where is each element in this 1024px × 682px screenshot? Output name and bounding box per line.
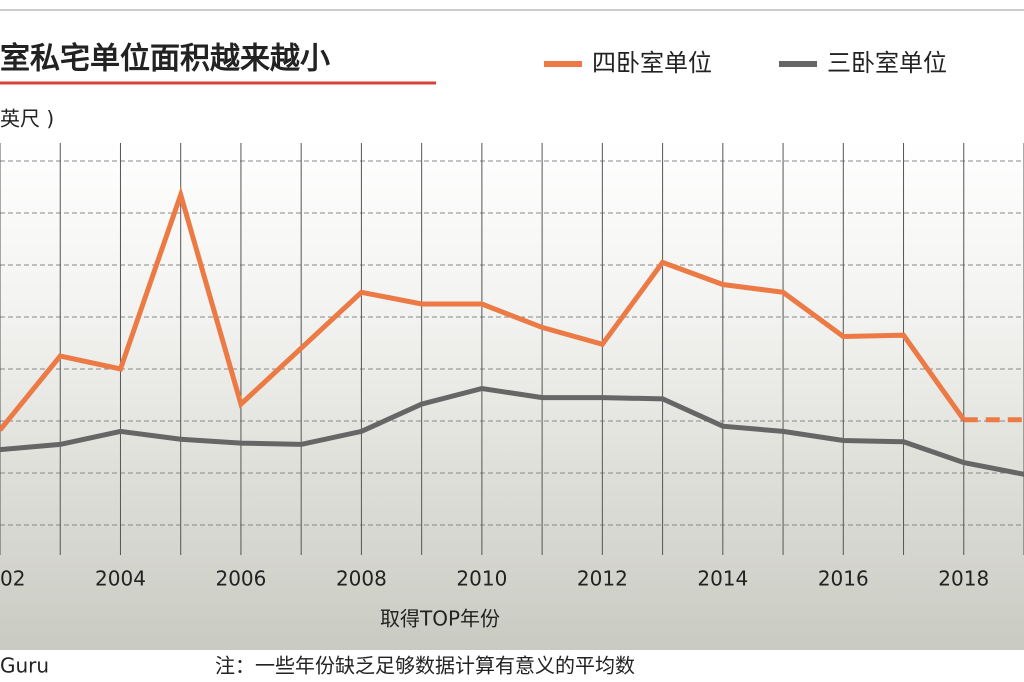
x-tick-label: 2012 [577, 567, 628, 591]
x-tick-label: 2018 [938, 567, 989, 591]
line-series [0, 385, 1024, 477]
source: Guru [0, 654, 49, 678]
y-axis-label: 英尺 ) [0, 107, 54, 131]
x-tick-label: 2014 [697, 567, 748, 591]
x-tick-label: 2004 [95, 567, 146, 591]
x-tick-label: 2016 [818, 567, 869, 591]
x-tick-label: 2008 [336, 567, 387, 591]
x-axis-label: 取得TOP年份 [380, 607, 500, 631]
chart-title: 室私宅单位面积越来越小 [0, 42, 330, 77]
x-tick-label: 2002 [0, 567, 25, 591]
x-tick-label: 2010 [456, 567, 507, 591]
line-series [0, 186, 966, 432]
legend-label: 三卧室单位 [827, 49, 947, 77]
legend-label: 四卧室单位 [592, 49, 712, 77]
x-tick-label: 2006 [215, 567, 266, 591]
legend: 四卧室单位 三卧室单位 [544, 49, 947, 77]
note: 注：一些年份缺乏足够数据计算有意义的平均数 [215, 654, 635, 678]
